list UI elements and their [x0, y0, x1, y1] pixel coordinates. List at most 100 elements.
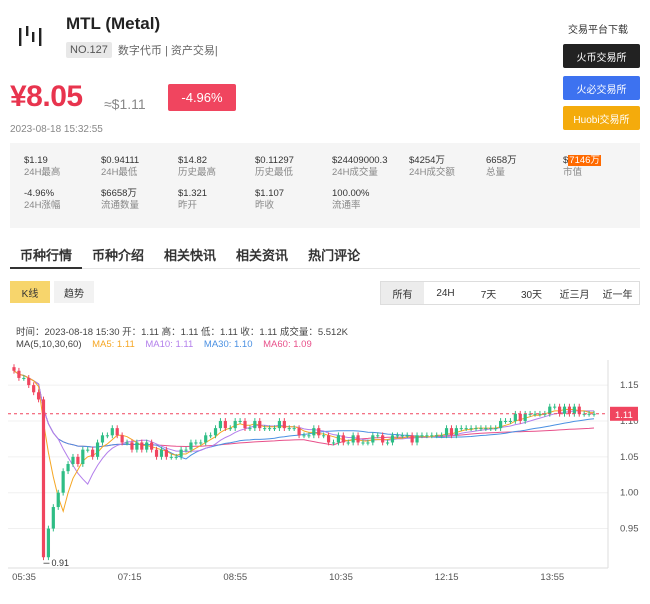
- x-tick-label: 07:15: [118, 572, 142, 583]
- ma-line-10: [13, 370, 594, 485]
- candle-body: [12, 367, 16, 371]
- candle-body: [499, 420, 503, 429]
- candle-body: [233, 420, 237, 429]
- chart-type-toggle: K线 趋势: [10, 281, 94, 303]
- coin-tags: 数字代币 | 资产交易|: [117, 45, 218, 57]
- candle-body: [425, 435, 429, 437]
- candle-body: [213, 428, 218, 436]
- stat-market-cap: $7146万 市值: [563, 155, 601, 178]
- exchange-title: 交易平台下载: [568, 25, 628, 36]
- exchange-button-huobi-2[interactable]: 火必交易所: [563, 76, 640, 100]
- ohlc-legend: 时间：2023-08-18 15:30 开：1.11 高：1.11 低：1.11…: [16, 327, 348, 338]
- candle-body: [282, 420, 286, 429]
- range-all[interactable]: 所有: [381, 282, 424, 304]
- candle-body: [508, 420, 513, 422]
- candle-body: [405, 435, 409, 437]
- candle-body: [317, 428, 321, 436]
- tab-market[interactable]: 币种行情: [10, 241, 83, 269]
- candle-body: [86, 449, 90, 451]
- candle-body: [61, 471, 65, 493]
- candle-body: [110, 428, 114, 436]
- candle-body: [169, 456, 173, 458]
- range-selector: 所有 24H 7天 30天 近三月 近一年: [380, 281, 640, 305]
- candle-body: [518, 413, 522, 421]
- candle-body: [218, 420, 223, 429]
- x-tick-label: 05:35: [12, 572, 36, 583]
- candle-body: [51, 507, 55, 529]
- kline-button[interactable]: K线: [10, 281, 50, 303]
- tab-news[interactable]: 相关资讯: [236, 248, 289, 263]
- candle-body: [572, 406, 576, 414]
- candle-body: [592, 413, 596, 415]
- candle-body: [120, 435, 124, 443]
- candle-body: [312, 428, 316, 436]
- candle-body: [56, 492, 60, 508]
- stat-atl: $0.11297 历史最低: [255, 155, 294, 178]
- stat-24h-volume: $24409000.3 24H成交量: [332, 155, 388, 178]
- range-30d[interactable]: 30天: [510, 282, 553, 304]
- candle-body: [76, 456, 80, 464]
- candle-body: [194, 442, 198, 444]
- tab-comments[interactable]: 热门评论: [308, 248, 361, 263]
- candle-body: [444, 428, 449, 436]
- candle-body: [331, 442, 336, 444]
- ma-legend: MA(5,10,30,60) MA5: 1.11 MA10: 1.11 MA30…: [16, 339, 320, 350]
- candle-body: [184, 449, 188, 451]
- candle-body: [71, 456, 75, 464]
- candle-body: [415, 435, 419, 443]
- stat-24h-high: $1.19 24H最高: [24, 155, 61, 178]
- current-price-label: 1.11: [615, 410, 633, 421]
- price-timestamp: 2023-08-18 15:32:55: [10, 124, 103, 135]
- candle-body: [302, 435, 306, 437]
- candle-body: [587, 413, 591, 415]
- exchange-button-huobi-global[interactable]: Huobi交易所: [563, 106, 640, 130]
- candle-body: [66, 464, 70, 472]
- candle-body: [199, 442, 203, 444]
- content-tabs: 币种行情 币种介绍 相关快讯 相关资讯 热门评论: [10, 241, 640, 269]
- range-7d[interactable]: 7天: [467, 282, 510, 304]
- range-3m[interactable]: 近三月: [553, 282, 596, 304]
- candle-body: [351, 435, 355, 443]
- candle-body: [179, 449, 183, 457]
- candle-body: [322, 435, 326, 437]
- stats-panel: $1.19 24H最高 $0.94111 24H最低 $14.82 历史最高 $0.1…: [10, 143, 640, 228]
- candle-body: [164, 449, 168, 457]
- candle-body: [46, 528, 51, 558]
- current-price-tag: [610, 406, 638, 421]
- candle-body: [336, 435, 341, 443]
- candle-body: [27, 377, 31, 386]
- tab-news-flash[interactable]: 相关快讯: [164, 248, 217, 263]
- range-24h[interactable]: 24H: [424, 282, 467, 304]
- candle-body: [381, 435, 385, 443]
- mtl-logo-icon: [19, 26, 42, 46]
- candle-body: [223, 420, 227, 429]
- candle-body: [385, 442, 390, 444]
- rank-badge: NO.127: [66, 42, 112, 58]
- candle-body: [366, 442, 370, 444]
- candle-body: [228, 428, 232, 430]
- candlestick-chart[interactable]: 1.15 1.10 1.05 1.00 0.95 05:35 07:15 08:55 10:35…: [0, 350, 650, 604]
- candle-body: [253, 420, 257, 429]
- candle-body: [135, 442, 139, 450]
- range-1y[interactable]: 近一年: [596, 282, 639, 304]
- exchange-button-huobi[interactable]: 火币交易所: [563, 44, 640, 68]
- candle-body: [376, 435, 380, 437]
- candle-body: [95, 442, 100, 457]
- candle-body: [243, 420, 247, 429]
- candle-body: [489, 428, 493, 430]
- candle-body: [469, 428, 473, 430]
- candle-body: [503, 420, 508, 422]
- candle-body: [159, 449, 164, 457]
- candle-body: [263, 428, 267, 430]
- trend-button[interactable]: 趋势: [54, 281, 94, 303]
- tab-intro[interactable]: 币种介绍: [92, 248, 145, 263]
- candle-body: [567, 406, 572, 414]
- candle-body: [204, 435, 208, 443]
- stat-24h-change: -4.96% 24H涨幅: [24, 188, 61, 211]
- y-tick-label: 1.00: [620, 488, 639, 499]
- x-tick-label: 12:15: [435, 572, 459, 583]
- candle-body: [145, 442, 149, 450]
- candle-body: [36, 392, 41, 400]
- candle-body: [454, 428, 458, 436]
- candle-body: [464, 428, 468, 430]
